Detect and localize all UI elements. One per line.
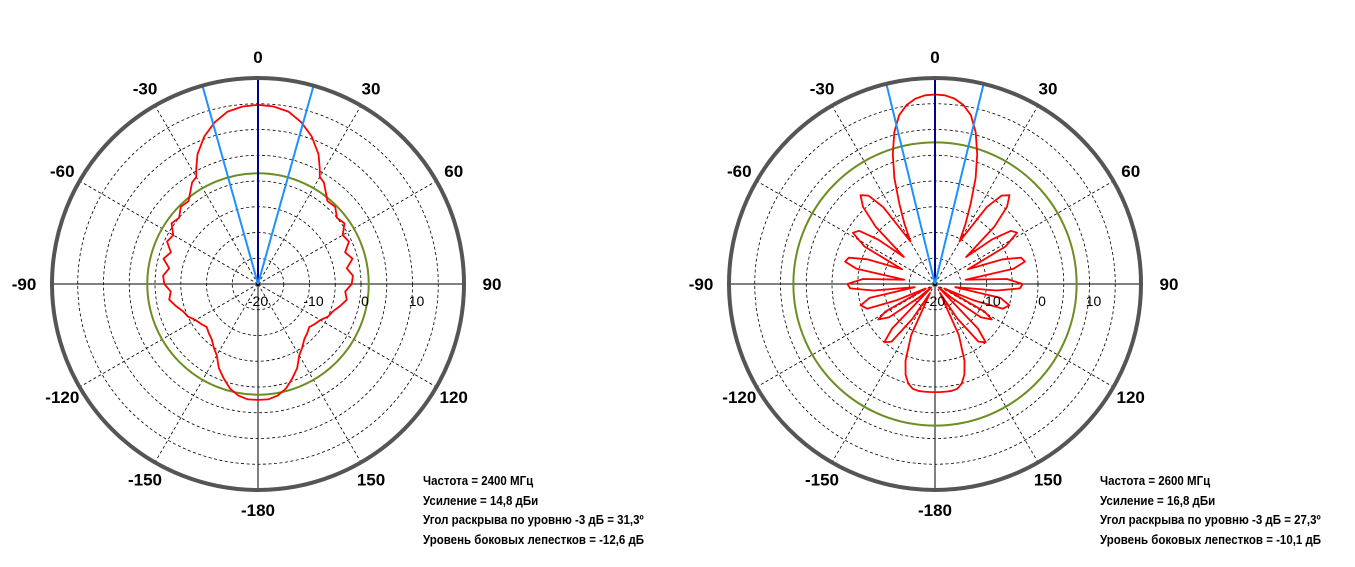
grid-spoke [934,283,1039,463]
angle-tick-label: -120 [722,388,756,407]
beamwidth-line [257,85,315,285]
angle-tick-label: -180 [241,501,275,520]
angle-tick-label: -180 [918,501,952,520]
angle-tick-label: 0 [253,48,262,67]
radial-tick-label: -10 [980,293,1000,309]
angle-tick-label: -60 [50,162,75,181]
radial-tick-label: 0 [361,293,369,309]
polar-plot-2600: -20 -10 0 10 0 30 60 90 120 150 -180 -150 -120 -90 -60… [677,0,1354,567]
grid-spoke [831,283,936,463]
radial-tick-label: 10 [409,293,425,309]
angle-tick-label: 120 [1117,388,1145,407]
radial-tick-label: 0 [1038,293,1046,309]
angle-tick-label: 60 [444,162,463,181]
grid-spoke [934,105,1039,285]
grid-spoke [79,283,259,388]
angle-tick-label: 60 [1121,162,1140,181]
polar-chart-svg: -20 -10 0 10 0 30 60 90 120 150 -180 -150 -120 -90 -60… [689,48,1179,520]
frequency-label: Частота = 2400 МГц [423,474,534,488]
angle-tick-label: 150 [1034,471,1062,490]
angle-tick-label: 30 [362,79,381,98]
angle-tick-label: -150 [805,471,839,490]
angle-tick-label: -30 [810,79,835,98]
grid-spoke [756,180,936,285]
grid-spoke [154,105,259,285]
grid-spoke [257,105,362,285]
outer-ring [50,76,466,492]
grid-spoke [831,105,936,285]
beamwidth-line [934,83,985,285]
grid-spoke [934,180,1114,285]
beamwidth-label: Угол раскрыва по уровню -3 дБ = 27,3º [1100,513,1321,527]
gain-label: Усиление = 14,8 дБи [423,493,539,508]
beamwidth-label: Угол раскрыва по уровню -3 дБ = 31,3º [423,513,644,527]
sidelobe-label: Уровень боковых лепестков = -10,1 дБ [1100,532,1322,547]
radial-tick-label: -20 [925,293,945,309]
angle-tick-label: -120 [45,388,79,407]
grid-spoke [257,283,362,463]
angle-tick-label: 120 [440,388,468,407]
beamwidth-line [885,83,936,285]
grid-spoke [257,180,437,285]
frequency-label: Частота = 2600 МГц [1100,474,1211,488]
angle-tick-label: -150 [128,471,162,490]
sidelobe-label: Уровень боковых лепестков = -12,6 дБ [423,532,645,547]
pattern-line [844,93,1026,393]
angle-tick-label: -30 [133,79,158,98]
radial-tick-label: 10 [1086,293,1102,309]
beamwidth-line [201,85,259,285]
grid-spoke [257,283,437,388]
outer-ring [727,76,1143,492]
angle-tick-label: -90 [12,275,37,294]
angle-tick-label: 0 [930,48,939,67]
angle-tick-label: 90 [1160,275,1179,294]
info-block: Частота = 2600 МГц Усиление = 16,8 дБи У… [1100,472,1321,550]
grid-spoke [79,180,259,285]
grid-spoke [154,283,259,463]
gain-label: Усиление = 16,8 дБи [1100,493,1216,508]
angle-tick-label: 90 [483,275,502,294]
info-block: Частота = 2400 МГц Усиление = 14,8 дБи У… [423,472,644,550]
polar-plot-2400: -20 -10 0 10 0 30 60 90 120 150 -180 -150 -120 -90 -60… [0,0,677,567]
angle-tick-label: -60 [727,162,752,181]
angle-tick-label: 30 [1039,79,1058,98]
pattern-line [162,103,354,401]
angle-tick-label: -90 [689,275,714,294]
polar-chart-svg: -20 -10 0 10 0 30 60 90 120 150 -180 -150 -120 -90 -60… [12,48,502,520]
radial-tick-label: -20 [248,293,268,309]
angle-tick-label: 150 [357,471,385,490]
radial-tick-label: -10 [303,293,323,309]
